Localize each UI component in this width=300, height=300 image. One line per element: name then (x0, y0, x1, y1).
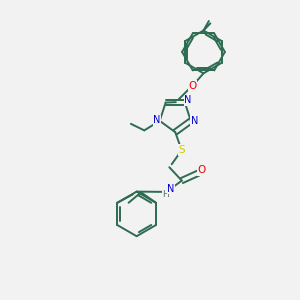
Text: H: H (162, 190, 169, 200)
Text: N: N (167, 184, 175, 194)
Text: N: N (153, 115, 160, 125)
Text: O: O (198, 165, 206, 175)
Text: N: N (184, 95, 191, 105)
Text: S: S (178, 145, 185, 155)
Text: O: O (188, 81, 196, 91)
Text: N: N (191, 116, 198, 126)
